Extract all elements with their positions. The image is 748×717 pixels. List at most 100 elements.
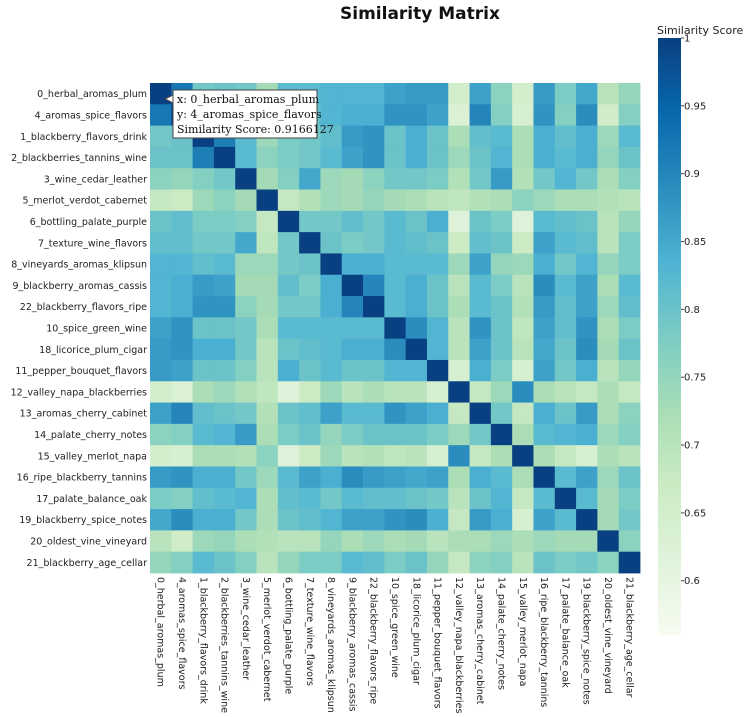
heatmap-cell-4-13[interactable] xyxy=(426,168,449,190)
heatmap-cell-18-0[interactable] xyxy=(150,466,172,489)
heatmap-cell-8-8[interactable] xyxy=(320,253,343,276)
heatmap-cell-11-3[interactable] xyxy=(213,317,236,340)
heatmap-cell-19-5[interactable] xyxy=(256,487,279,510)
heatmap-cell-3-13[interactable] xyxy=(426,146,449,169)
heatmap-cell-22-1[interactable] xyxy=(171,551,193,574)
heatmap-cell-15-18[interactable] xyxy=(533,402,556,425)
heatmap-cell-10-19[interactable] xyxy=(554,296,577,318)
heatmap-cell-21-21[interactable] xyxy=(597,530,620,553)
heatmap-cell-2-18[interactable] xyxy=(533,125,556,148)
heatmap-cell-4-14[interactable] xyxy=(448,168,470,190)
heatmap-cell-13-8[interactable] xyxy=(320,359,343,382)
heatmap-cell-16-17[interactable] xyxy=(512,423,534,446)
heatmap-cell-9-14[interactable] xyxy=(448,274,470,297)
heatmap-cell-13-6[interactable] xyxy=(277,359,300,382)
heatmap-cell-7-2[interactable] xyxy=(192,232,215,254)
heatmap-cell-10-1[interactable] xyxy=(171,296,193,318)
heatmap-cell-18-12[interactable] xyxy=(405,466,428,489)
heatmap-cell-14-9[interactable] xyxy=(341,381,364,403)
heatmap-cell-14-11[interactable] xyxy=(384,381,407,403)
heatmap-cell-12-0[interactable] xyxy=(150,338,172,361)
heatmap-cell-17-4[interactable] xyxy=(235,445,257,467)
heatmap-cell-16-22[interactable] xyxy=(618,423,641,446)
heatmap-cell-7-9[interactable] xyxy=(341,232,364,254)
heatmap-cell-1-15[interactable] xyxy=(469,104,492,126)
heatmap-cell-15-5[interactable] xyxy=(256,402,279,425)
heatmap-cell-5-22[interactable] xyxy=(618,189,641,212)
heatmap-cell-8-2[interactable] xyxy=(192,253,215,276)
heatmap-cell-22-5[interactable] xyxy=(256,551,279,574)
heatmap-cell-21-5[interactable] xyxy=(256,530,279,553)
heatmap-cell-13-7[interactable] xyxy=(299,359,321,382)
heatmap-cell-7-17[interactable] xyxy=(512,232,534,254)
heatmap-cell-9-8[interactable] xyxy=(320,274,343,297)
heatmap-cell-13-3[interactable] xyxy=(213,359,236,382)
heatmap-cell-21-9[interactable] xyxy=(341,530,364,553)
heatmap-cell-16-1[interactable] xyxy=(171,423,193,446)
heatmap-cell-14-7[interactable] xyxy=(299,381,321,403)
heatmap-cell-12-18[interactable] xyxy=(533,338,556,361)
heatmap-cell-16-20[interactable] xyxy=(576,423,598,446)
heatmap-cell-22-2[interactable] xyxy=(192,551,215,574)
heatmap-cell-22-21[interactable] xyxy=(597,551,620,574)
heatmap-cell-17-19[interactable] xyxy=(554,445,577,467)
heatmap-cell-8-7[interactable] xyxy=(299,253,321,276)
heatmap-cell-7-18[interactable] xyxy=(533,232,556,254)
heatmap-cell-19-7[interactable] xyxy=(299,487,321,510)
heatmap-cell-16-9[interactable] xyxy=(341,423,364,446)
heatmap-cell-18-15[interactable] xyxy=(469,466,492,489)
heatmap-cell-7-5[interactable] xyxy=(256,232,279,254)
heatmap-cell-17-20[interactable] xyxy=(576,445,598,467)
heatmap-cell-14-4[interactable] xyxy=(235,381,257,403)
heatmap-cell-11-7[interactable] xyxy=(299,317,321,340)
heatmap-cell-15-14[interactable] xyxy=(448,402,470,425)
heatmap-cell-11-8[interactable] xyxy=(320,317,343,340)
heatmap-cells[interactable] xyxy=(150,83,641,574)
heatmap-cell-21-2[interactable] xyxy=(192,530,215,553)
heatmap-cell-19-15[interactable] xyxy=(469,487,492,510)
heatmap-cell-8-22[interactable] xyxy=(618,253,641,276)
heatmap-cell-13-4[interactable] xyxy=(235,359,257,382)
heatmap-cell-18-2[interactable] xyxy=(192,466,215,489)
heatmap-cell-15-21[interactable] xyxy=(597,402,620,425)
heatmap-cell-17-22[interactable] xyxy=(618,445,641,467)
heatmap-cell-19-0[interactable] xyxy=(150,487,172,510)
heatmap-cell-13-14[interactable] xyxy=(448,359,470,382)
heatmap-cell-3-19[interactable] xyxy=(554,146,577,169)
heatmap-cell-14-6[interactable] xyxy=(277,381,300,403)
heatmap-cell-21-4[interactable] xyxy=(235,530,257,553)
heatmap-cell-16-0[interactable] xyxy=(150,423,172,446)
heatmap-cell-17-7[interactable] xyxy=(299,445,321,467)
heatmap-cell-15-4[interactable] xyxy=(235,402,257,425)
heatmap-cell-10-2[interactable] xyxy=(192,296,215,318)
heatmap-cell-13-22[interactable] xyxy=(618,359,641,382)
heatmap-cell-20-18[interactable] xyxy=(533,509,556,531)
heatmap-cell-3-6[interactable] xyxy=(277,146,300,169)
heatmap-cell-22-18[interactable] xyxy=(533,551,556,574)
heatmap-cell-7-20[interactable] xyxy=(576,232,598,254)
heatmap-cell-17-11[interactable] xyxy=(384,445,407,467)
heatmap-cell-11-5[interactable] xyxy=(256,317,279,340)
heatmap-cell-12-9[interactable] xyxy=(341,338,364,361)
heatmap-cell-8-19[interactable] xyxy=(554,253,577,276)
heatmap-cell-18-4[interactable] xyxy=(235,466,257,489)
heatmap-cell-21-7[interactable] xyxy=(299,530,321,553)
heatmap-cell-14-8[interactable] xyxy=(320,381,343,403)
heatmap-cell-6-17[interactable] xyxy=(512,210,534,233)
heatmap-cell-11-17[interactable] xyxy=(512,317,534,340)
heatmap-cell-0-19[interactable] xyxy=(554,83,577,105)
heatmap-cell-5-4[interactable] xyxy=(235,189,257,212)
heatmap-cell-14-1[interactable] xyxy=(171,381,193,403)
heatmap-cell-8-0[interactable] xyxy=(150,253,172,276)
heatmap-cell-16-11[interactable] xyxy=(384,423,407,446)
heatmap-cell-19-16[interactable] xyxy=(490,487,513,510)
heatmap-cell-13-12[interactable] xyxy=(405,359,428,382)
heatmap-cell-20-6[interactable] xyxy=(277,509,300,531)
heatmap-cell-2-22[interactable] xyxy=(618,125,641,148)
heatmap-cell-15-2[interactable] xyxy=(192,402,215,425)
heatmap-cell-20-15[interactable] xyxy=(469,509,492,531)
heatmap-cell-4-1[interactable] xyxy=(171,168,193,190)
heatmap-cell-4-20[interactable] xyxy=(576,168,598,190)
heatmap-cell-3-18[interactable] xyxy=(533,146,556,169)
heatmap-cell-2-19[interactable] xyxy=(554,125,577,148)
